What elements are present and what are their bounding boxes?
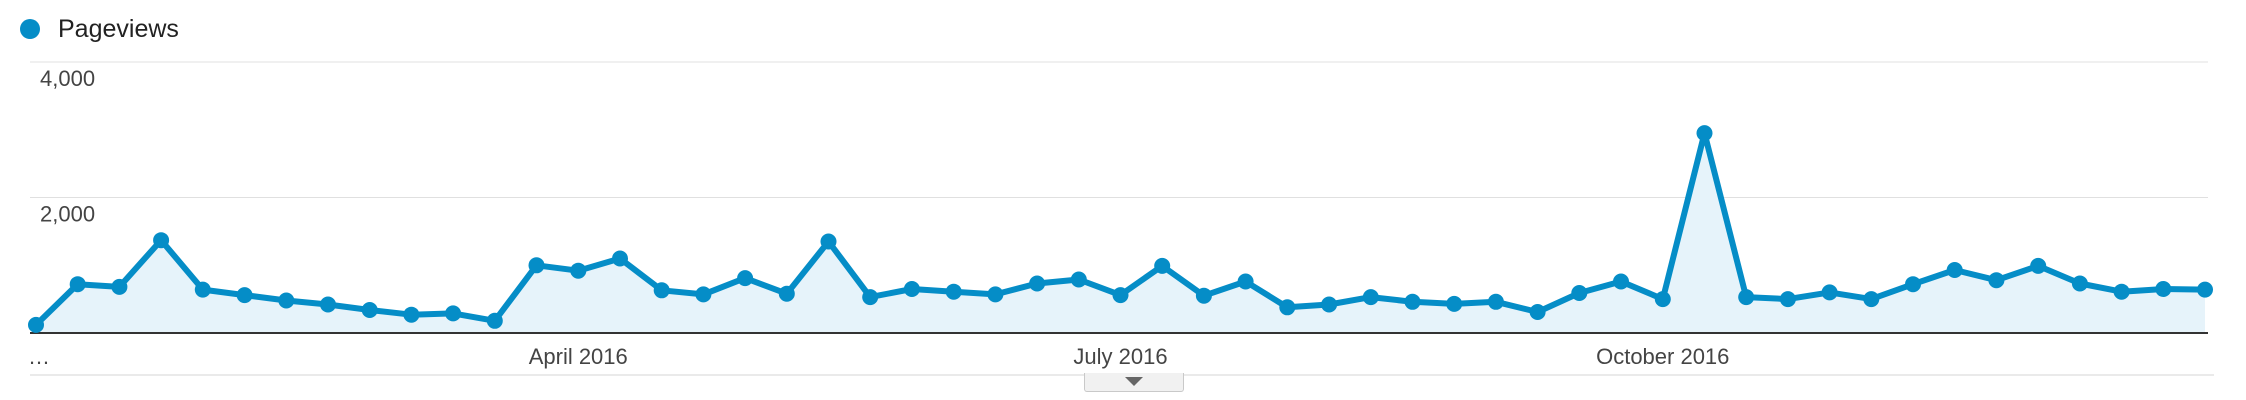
y-tick-label: 2,000 — [40, 202, 95, 227]
data-point — [1905, 276, 1921, 293]
data-point — [2155, 281, 2172, 297]
data-point — [111, 278, 128, 295]
data-point — [1946, 262, 1963, 278]
chart-legend[interactable]: Pageviews — [20, 14, 179, 44]
data-point — [1404, 293, 1421, 310]
data-point — [778, 285, 795, 302]
data-point — [1154, 257, 1171, 274]
data-point — [1738, 289, 1755, 306]
x-tick-label: April 2016 — [529, 344, 628, 369]
data-point — [1613, 273, 1629, 290]
data-point — [820, 233, 837, 250]
data-point — [653, 282, 670, 299]
data-point — [1070, 271, 1087, 288]
data-point — [486, 312, 503, 329]
data-point — [194, 281, 211, 298]
data-point — [1279, 299, 1296, 316]
data-point — [153, 232, 170, 249]
data-point — [2071, 275, 2088, 292]
data-point — [1195, 287, 1212, 304]
data-point — [361, 302, 378, 318]
data-point — [1863, 291, 1880, 308]
data-point — [403, 306, 420, 323]
chevron-down-icon — [1125, 377, 1143, 386]
data-point — [570, 262, 587, 279]
data-point — [69, 276, 86, 293]
data-point — [1362, 289, 1379, 306]
x-tick-label: October 2016 — [1596, 344, 1729, 369]
data-point — [1446, 295, 1463, 312]
data-point — [737, 270, 754, 287]
data-point — [28, 316, 44, 333]
data-point — [1237, 273, 1254, 290]
data-point — [1571, 285, 1588, 301]
data-point — [278, 292, 295, 309]
data-point — [236, 287, 253, 304]
data-point — [1321, 296, 1338, 313]
data-point — [528, 257, 545, 274]
data-point — [1112, 287, 1129, 304]
data-point — [1487, 293, 1504, 310]
data-point — [2113, 283, 2130, 300]
data-point — [1696, 125, 1713, 142]
legend-label: Pageviews — [58, 14, 179, 43]
data-point — [1821, 284, 1838, 301]
data-point — [1029, 275, 1046, 292]
data-point — [612, 250, 628, 267]
data-point — [862, 289, 879, 306]
x-tick-label: July 2016 — [1073, 344, 1167, 369]
data-point — [1654, 291, 1671, 308]
data-point — [1529, 304, 1546, 320]
series-area — [36, 133, 2205, 333]
data-point — [903, 281, 920, 297]
data-point — [445, 305, 462, 322]
y-tick-label: 4,000 — [40, 66, 95, 91]
data-point — [695, 286, 712, 303]
data-point — [2030, 257, 2047, 274]
data-point — [945, 283, 962, 300]
expand-chart-button[interactable] — [1084, 373, 1184, 392]
x-tick-label: … — [28, 344, 50, 369]
data-point — [1779, 291, 1796, 308]
data-point — [1988, 272, 2005, 289]
data-point — [987, 286, 1004, 303]
data-point — [2197, 281, 2213, 298]
data-point — [320, 296, 336, 313]
legend-color-swatch — [20, 19, 40, 39]
